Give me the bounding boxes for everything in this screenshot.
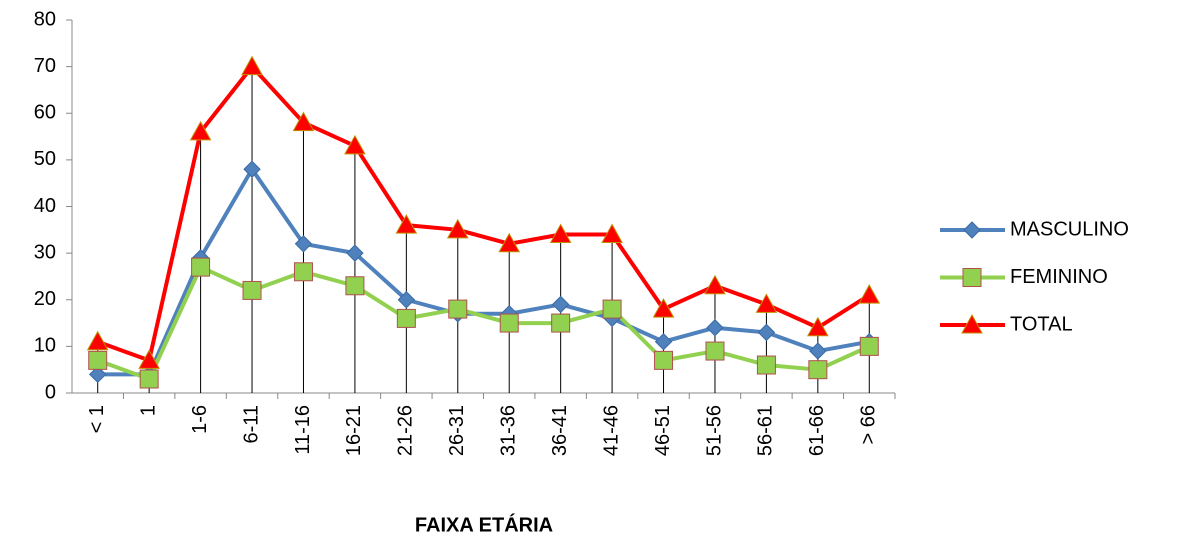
marker: [191, 257, 211, 277]
marker: [395, 214, 418, 234]
marker: [242, 280, 262, 300]
marker: [448, 299, 468, 319]
x-axis-title: FAIXA ETÁRIA: [415, 513, 553, 536]
y-tick-label: 70: [34, 55, 56, 77]
x-tick-label: 26-31: [446, 405, 468, 456]
x-tick-label: 61-66: [806, 405, 828, 456]
marker: [88, 350, 108, 370]
marker: [705, 341, 725, 361]
marker: [345, 276, 365, 296]
y-tick-label: 0: [45, 381, 56, 403]
marker: [654, 333, 673, 351]
y-tick-label: 50: [34, 148, 56, 170]
marker: [602, 299, 622, 319]
marker: [654, 350, 674, 370]
y-tick-label: 80: [34, 8, 56, 30]
marker: [551, 295, 570, 314]
marker: [652, 298, 675, 318]
marker: [293, 262, 313, 282]
legend-label: TOTAL: [1010, 313, 1073, 335]
marker: [755, 293, 778, 313]
marker: [808, 360, 828, 380]
marker: [346, 244, 364, 262]
y-tick-label: 10: [34, 335, 56, 357]
marker: [241, 55, 263, 76]
marker: [189, 120, 212, 141]
y-tick-label: 30: [34, 241, 56, 263]
marker: [706, 319, 724, 337]
x-tick-label: 11-16: [292, 405, 314, 455]
x-tick-label: 1: [137, 405, 159, 416]
series-line: [97, 64, 871, 363]
x-tick-label: < 1: [86, 405, 108, 433]
marker: [806, 316, 829, 337]
x-tick-label: > 66: [858, 405, 880, 444]
marker: [89, 365, 107, 384]
marker: [549, 223, 572, 243]
marker: [809, 342, 827, 360]
x-tick-label: 56-61: [755, 405, 777, 456]
marker: [499, 313, 519, 333]
x-tick-label: 36-41: [549, 405, 571, 456]
y-tick-label: 60: [34, 102, 56, 124]
marker: [859, 336, 879, 356]
x-tick-label: 6-11: [240, 405, 262, 444]
marker: [601, 223, 623, 243]
marker: [294, 235, 313, 253]
marker: [551, 313, 571, 333]
marker: [757, 323, 776, 342]
x-tick-label: 41-46: [600, 405, 622, 456]
x-tick-label: 46-51: [652, 405, 674, 456]
legend-label: FEMININO: [1010, 266, 1108, 288]
marker: [138, 349, 161, 369]
marker: [243, 160, 261, 178]
x-tick-label: 1-6: [189, 405, 211, 434]
series-line: [97, 265, 871, 382]
legend-marker: [961, 313, 983, 334]
legend-marker: [962, 268, 982, 287]
legend-label: MASCULINO: [1010, 218, 1129, 240]
marker: [397, 291, 416, 309]
x-tick-label: 51-56: [703, 405, 725, 456]
series-line: [97, 167, 870, 377]
legend-marker: [963, 221, 981, 239]
marker: [344, 134, 366, 155]
marker: [292, 111, 315, 132]
marker: [396, 308, 416, 328]
marker: [498, 232, 521, 253]
marker: [704, 274, 726, 295]
marker: [446, 218, 469, 239]
y-tick-label: 20: [34, 288, 56, 310]
marker: [756, 355, 776, 375]
x-tick-label: 16-21: [343, 405, 365, 456]
marker: [86, 330, 109, 351]
y-tick-label: 40: [34, 195, 56, 217]
marker: [858, 284, 881, 304]
x-tick-label: 31-36: [498, 405, 520, 456]
marker: [139, 369, 159, 389]
x-tick-label: 21-26: [395, 405, 417, 456]
